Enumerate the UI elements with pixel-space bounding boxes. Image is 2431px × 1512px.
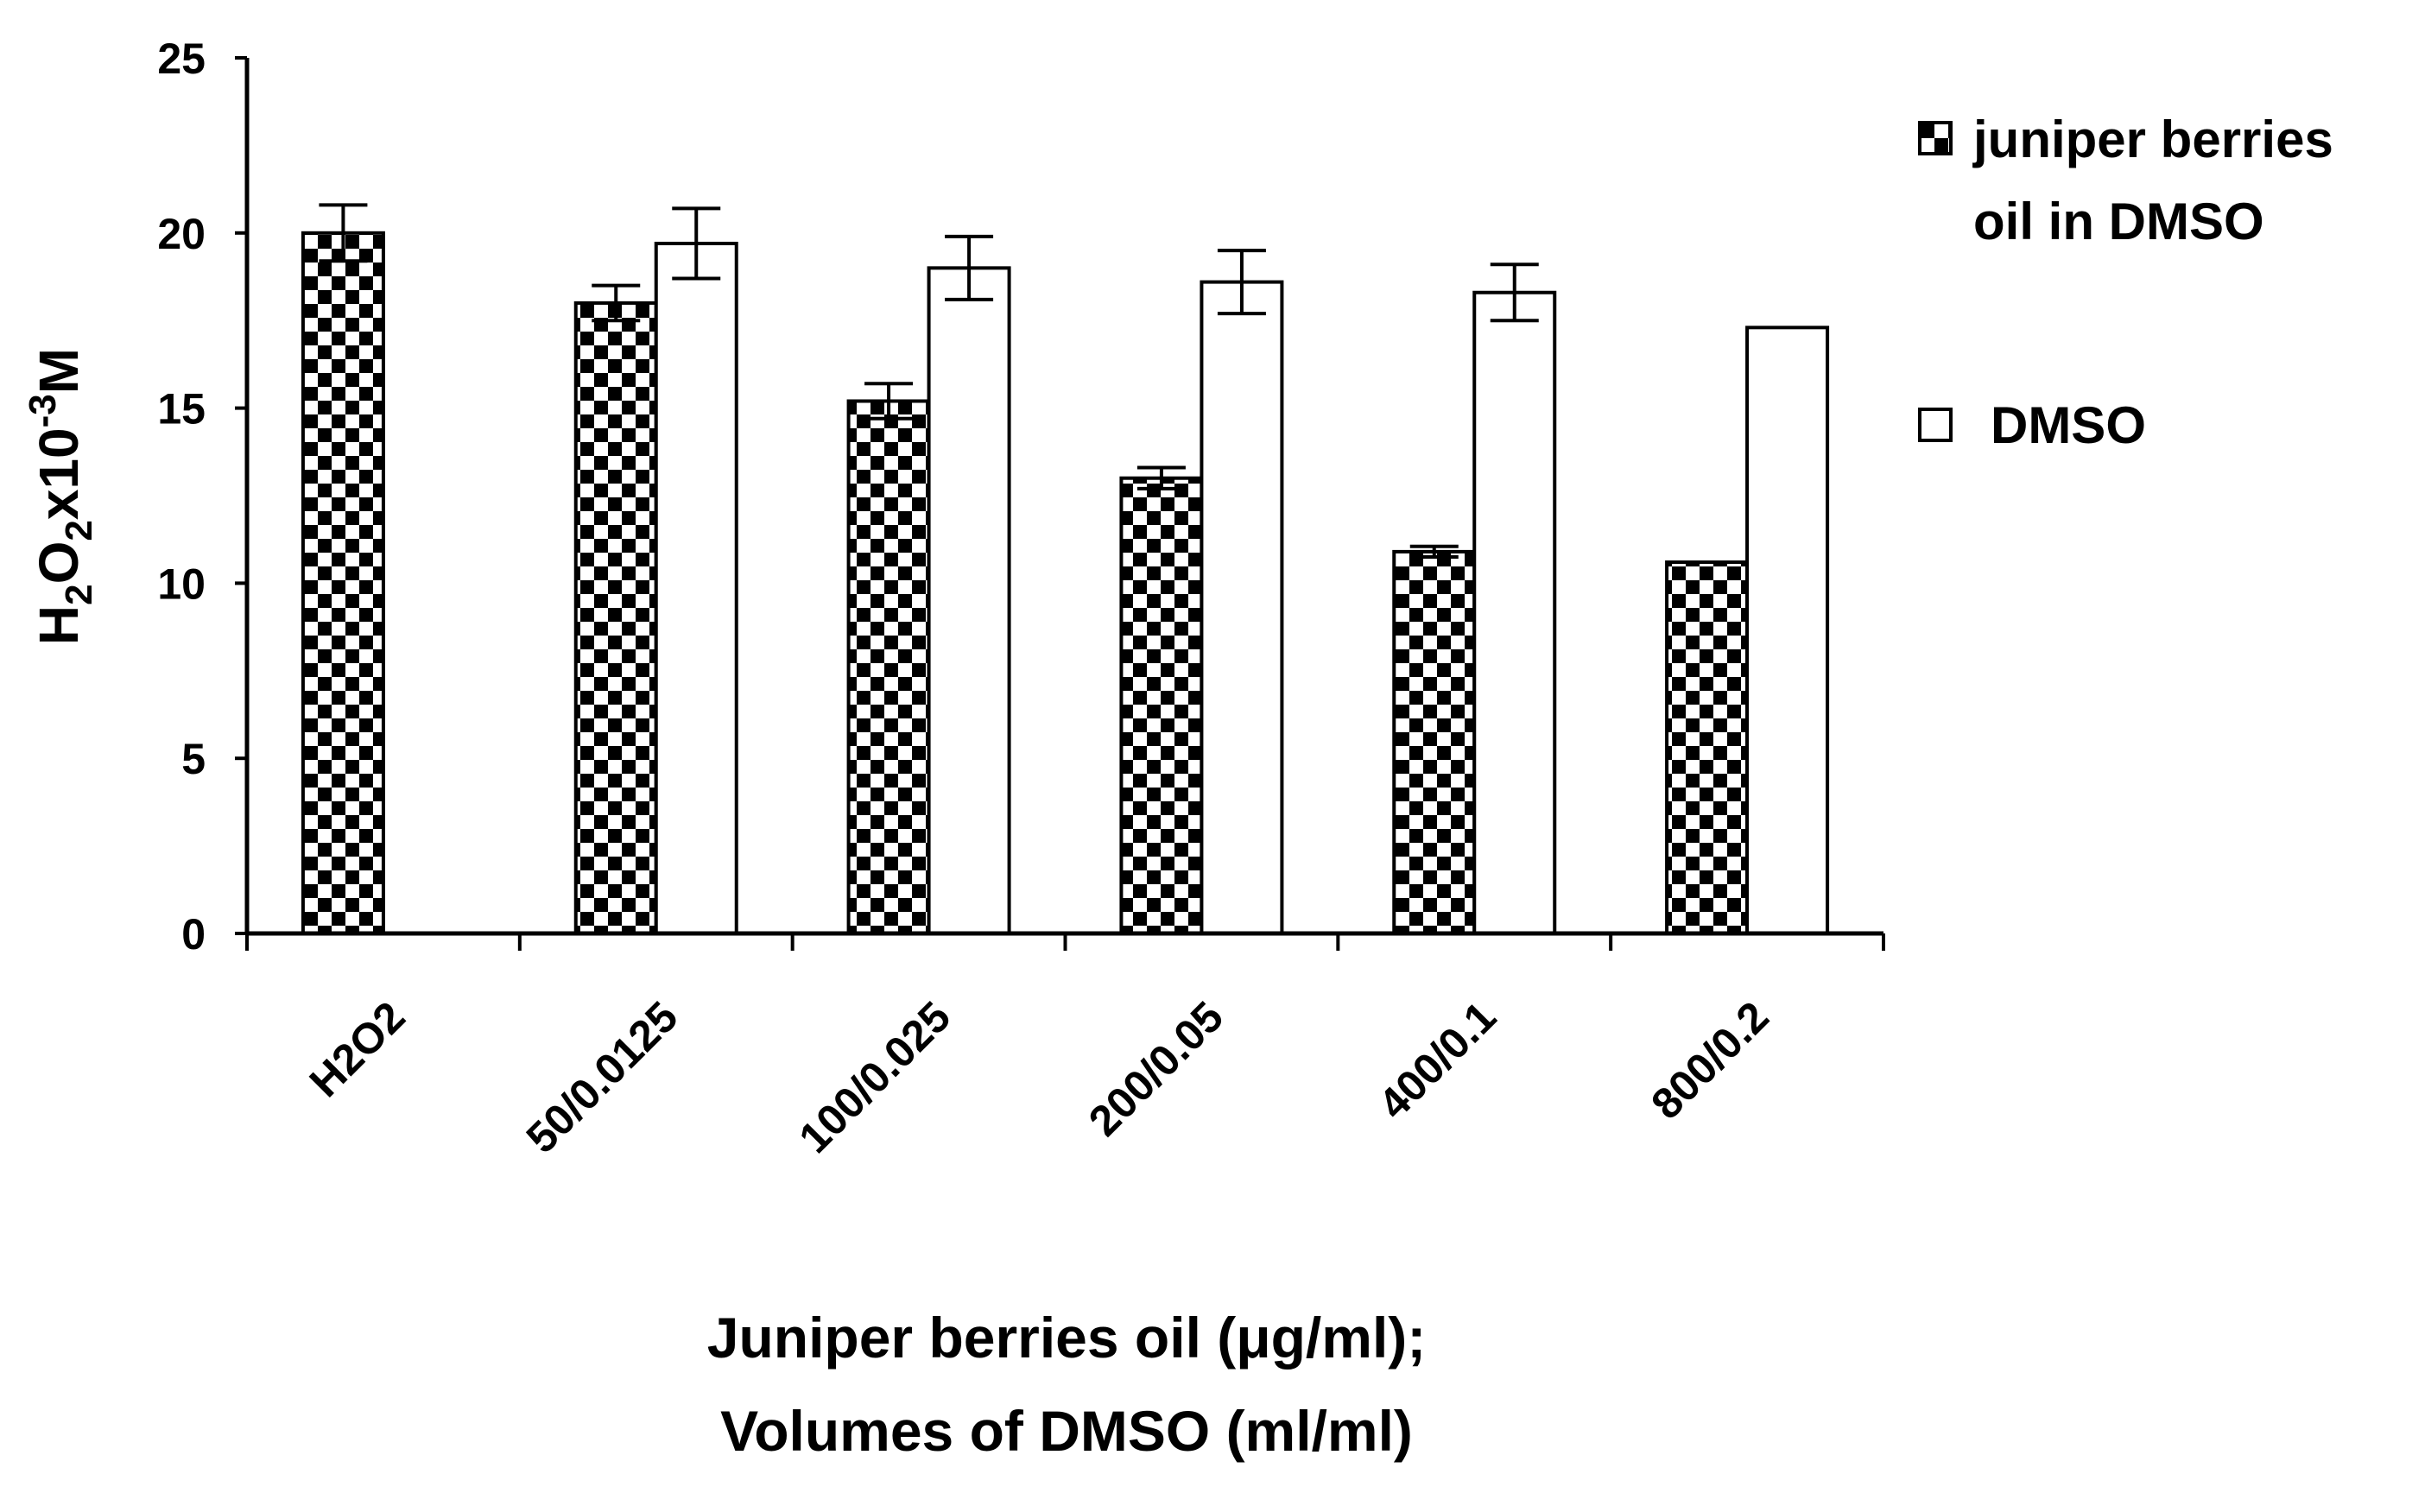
- x-tick-label: 200/0.05: [1079, 992, 1232, 1145]
- bar-juniper-oil: [301, 231, 385, 935]
- x-tick-label: H2O2: [301, 992, 415, 1106]
- x-tick-label: 800/0.2: [1642, 992, 1778, 1129]
- x-axis-label-line-1: Juniper berries oil (μg/ml);: [707, 1306, 1427, 1370]
- bars-layer: [301, 231, 1830, 936]
- bar-juniper-oil: [573, 301, 658, 936]
- y-tick-label: 10: [157, 560, 206, 608]
- y-tick-label: 25: [157, 35, 206, 83]
- legend-label-dmso: DMSO: [1991, 396, 2146, 454]
- x-tick-label: 50/0.0125: [517, 992, 687, 1162]
- errorbars-layer: [319, 203, 1539, 559]
- error-bar: [672, 206, 721, 281]
- y-axis-label: H2O2x10-3M: [22, 348, 100, 645]
- bar-juniper-oil: [846, 399, 931, 936]
- x-tick-label: 400/0.1: [1369, 992, 1505, 1129]
- error-bar: [864, 382, 914, 421]
- legend-item-juniper: juniper berries oil in DMSO: [1918, 111, 2333, 250]
- error-bar: [1136, 465, 1186, 490]
- error-bar: [319, 203, 368, 263]
- error-bar: [1490, 263, 1539, 323]
- legend: juniper berries oil in DMSO DMSO: [1918, 111, 2333, 454]
- error-bar: [1217, 249, 1266, 316]
- bar-juniper-oil: [1665, 560, 1750, 936]
- y-tick-label: 15: [157, 385, 206, 433]
- x-tick-label: 100/0.025: [789, 992, 959, 1162]
- legend-item-dmso: DMSO: [1918, 396, 2146, 454]
- x-ticks-layer: H2O2 50/0.0125 100/0.025 200/0.05 400/0.1 800…: [245, 933, 1885, 1162]
- bar-dmso: [1472, 290, 1557, 935]
- bar-dmso: [1745, 326, 1830, 935]
- legend-label-juniper-line-2: oil in DMSO: [1973, 193, 2264, 250]
- x-axis-label: Juniper berries oil (μg/ml); Volumes of …: [707, 1306, 1427, 1463]
- error-bar: [592, 283, 641, 323]
- svg-text:H2O2x10-3M: H2O2x10-3M: [22, 348, 100, 645]
- error-bar: [945, 234, 994, 301]
- legend-swatch-checkerboard: [1918, 121, 1953, 155]
- bar-juniper-oil: [1119, 476, 1204, 935]
- bar-juniper-oil: [1392, 549, 1477, 935]
- x-axis-label-line-2: Volumes of DMSO (ml/ml): [720, 1399, 1413, 1463]
- y-tick-label: 0: [181, 910, 206, 958]
- y-tick-label: 20: [157, 210, 206, 258]
- error-bar: [1409, 544, 1459, 559]
- y-ticks-layer: 0 5 10 15 20 25: [157, 35, 247, 958]
- bar-dmso: [927, 266, 1011, 935]
- bar-dmso: [654, 241, 738, 935]
- legend-swatch-white: [1918, 408, 1953, 442]
- legend-label-juniper-line-1: juniper berries: [1972, 111, 2333, 168]
- y-tick-label: 5: [181, 735, 206, 783]
- bar-dmso: [1200, 280, 1284, 936]
